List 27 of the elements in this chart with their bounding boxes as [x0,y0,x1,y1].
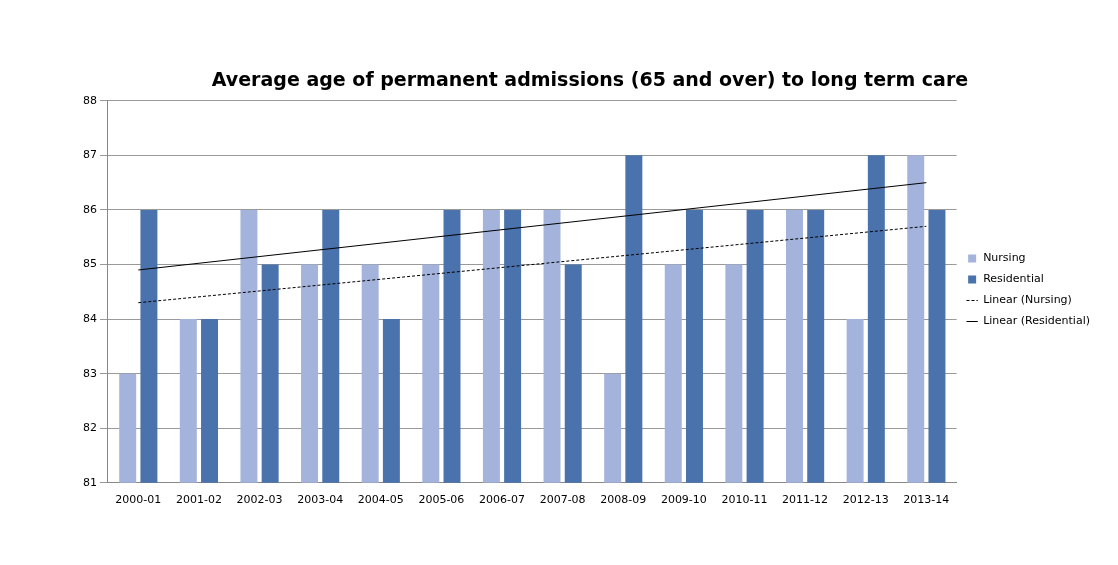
x-tick-label: 2007-08 [539,493,586,507]
legend-label: Linear (Nursing) [983,293,1072,307]
legend-label: Linear (Residential) [983,314,1090,328]
y-tick-label: 86 [83,202,97,216]
x-tick-label: 2000-01 [115,493,162,507]
x-tick-label: 2009-10 [660,493,707,507]
y-tick-label: 81 [83,475,97,489]
legend-label: Nursing [983,251,1026,265]
legend-label: Residential [983,272,1044,286]
y-tick-label: 88 [83,93,97,107]
x-tick-label: 2012-13 [842,493,889,507]
x-tick-label: 2011-12 [782,493,829,507]
x-tick-label: 2002-03 [236,493,283,507]
y-tick-label: 85 [83,257,97,271]
x-tick-label: 2001-02 [175,493,222,507]
x-tick-label: 2008-09 [600,493,647,507]
y-tick-label: 84 [83,311,97,325]
x-tick-label: 2010-11 [721,493,768,507]
x-tick-label: 2013-14 [903,493,950,507]
x-tick-label: 2005-06 [418,493,465,507]
y-tick-label: 83 [83,366,97,380]
chart-title: Average age of permanent admissions (65 and over) to long term care [211,68,969,91]
y-tick-label: 82 [83,421,97,435]
x-tick-label: 2004-05 [357,493,404,507]
x-tick-label: 2006-07 [479,493,525,507]
x-tick-label: 2003-04 [297,493,344,507]
y-tick-label: 87 [83,148,97,162]
